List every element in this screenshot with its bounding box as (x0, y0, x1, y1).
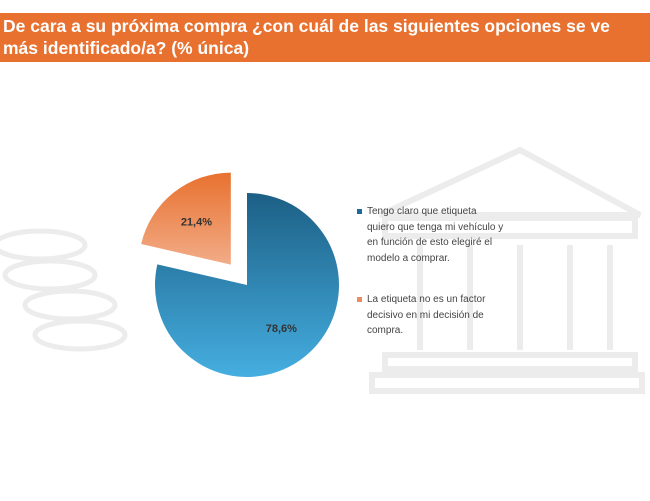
legend-swatch (357, 297, 362, 302)
legend-label: La etiqueta no es un factor decisivo en … (367, 294, 486, 336)
pie-slice-1 (141, 172, 231, 265)
data-label-0: 78,6% (266, 323, 297, 335)
title-bar: De cara a su próxima compra ¿con cuál de… (0, 13, 650, 62)
legend-item-1: La etiqueta no es un factor decisivo en … (357, 292, 507, 339)
coins-icon (0, 228, 128, 352)
bank-icon (369, 146, 645, 394)
legend-item-0: Tengo claro que etiqueta quiero que teng… (357, 204, 507, 266)
legend-swatch (357, 209, 362, 214)
chart-title: De cara a su próxima compra ¿con cuál de… (3, 16, 610, 58)
data-label-1: 21,4% (181, 216, 212, 228)
legend-label: Tengo claro que etiqueta quiero que teng… (367, 206, 504, 264)
pie-slice-0 (155, 193, 339, 378)
